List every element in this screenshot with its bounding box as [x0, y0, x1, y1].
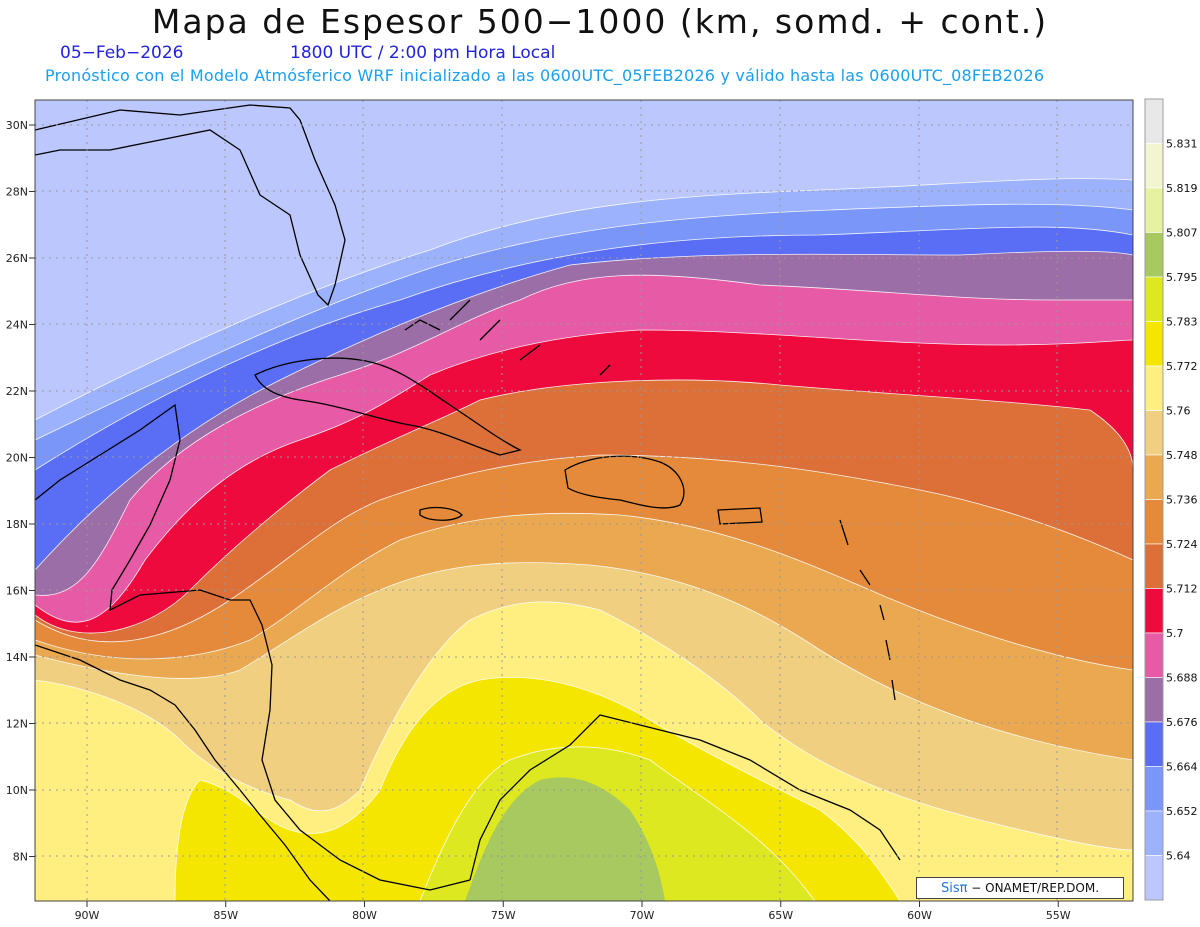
colorbar-label: 5.652 [1166, 805, 1198, 818]
graticule [35, 100, 1133, 901]
colorbar-swatch [1144, 499, 1164, 545]
colorbar-label: 5.712 [1166, 583, 1198, 596]
colorbar-label: 5.7 [1166, 627, 1184, 640]
colorbar-label: 5.676 [1166, 716, 1198, 729]
colorbar-label: 5.819 [1166, 182, 1198, 195]
coast-puerto-rico [717, 507, 763, 525]
forecast-time: 1800 UTC / 2:00 pm Hora Local [290, 43, 556, 63]
colorbar-swatch [1144, 810, 1164, 856]
lon-tick-label: 70W [630, 909, 655, 922]
map-frame [34, 99, 1134, 902]
thickness-contours [35, 178, 1133, 901]
colorbar-swatch [1144, 410, 1164, 456]
colorbar-swatch [1144, 855, 1164, 901]
lon-tick-label: 80W [352, 909, 377, 922]
colorbar-label: 5.783 [1166, 316, 1198, 329]
lat-tick-label: 28N [6, 186, 28, 199]
lat-tick-label: 18N [6, 518, 28, 531]
lon-tick-label: 65W [768, 909, 793, 922]
colorbar-swatch [1144, 98, 1164, 144]
forecast-date: 05−Feb−2026 [60, 43, 184, 63]
colorbar-label: 5.831 [1166, 138, 1198, 151]
lon-tick-label: 75W [491, 909, 516, 922]
coastlines [35, 104, 901, 901]
colorbar-swatch [1144, 276, 1164, 322]
colorbar-swatch [1144, 187, 1164, 233]
colorbar-swatch [1144, 232, 1164, 278]
lat-tick-label: 22N [6, 385, 28, 398]
lat-tick-label: 8N [13, 851, 28, 864]
lat-tick-label: 26N [6, 252, 28, 265]
lat-tick-label: 24N [6, 319, 28, 332]
colorbar-label: 5.64 [1166, 850, 1191, 863]
lon-tick-label: 85W [213, 909, 238, 922]
colorbar-label: 5.807 [1166, 227, 1198, 240]
colorbar-swatch [1144, 766, 1164, 812]
coast-central-america-pacific [35, 644, 331, 901]
thickness-field [35, 100, 1133, 901]
colorbar-frame [1144, 98, 1164, 901]
lat-tick-label: 20N [6, 452, 28, 465]
colorbar-label: 5.736 [1166, 494, 1198, 507]
coast-florida [35, 104, 346, 307]
longitude-axis: 90W 85W 80W 75W 70W 65W 60W 55W [75, 901, 1071, 922]
colorbar-swatch [1144, 454, 1164, 500]
lat-tick-label: 16N [6, 585, 28, 598]
colorbar-swatch [1144, 721, 1164, 767]
credit-box: Sisπ − ONAMET/REP.DOM. [916, 877, 1124, 899]
band-5.807 [465, 777, 665, 901]
coast-jamaica [419, 506, 463, 521]
colorbar-swatch [1144, 588, 1164, 634]
colorbar-label: 5.664 [1166, 761, 1198, 774]
colorbar-swatch [1144, 632, 1164, 678]
coast-lesser-antilles [839, 519, 896, 701]
coast-cuba [254, 357, 522, 456]
colorbar-label: 5.748 [1166, 449, 1198, 462]
coast-bahamas [404, 299, 611, 376]
colorbar-label: 5.795 [1166, 271, 1198, 284]
colorbar-swatch [1144, 365, 1164, 411]
coast-gulf-yucatan [35, 403, 471, 891]
coast-venezuela-colombia [469, 714, 901, 881]
colorbar-swatch [1144, 143, 1164, 189]
colorbar-label: 5.688 [1166, 672, 1198, 685]
colorbar-label: 5.772 [1166, 360, 1198, 373]
colorbar-label: 5.76 [1166, 405, 1191, 418]
coast-hispaniola [564, 455, 685, 509]
lat-tick-label: 30N [6, 119, 28, 132]
latitude-axis: 30N 28N 26N 24N 22N 20N 18N 16N 14N 12N 10N 8N [6, 119, 35, 864]
sispi-logo: Sisπ [940, 881, 968, 896]
credit-text: − ONAMET/REP.DOM. [971, 881, 1100, 895]
lat-tick-label: 12N [6, 718, 28, 731]
lat-tick-label: 14N [6, 651, 28, 664]
colorbar-swatch [1144, 543, 1164, 589]
colorbar: 5.831 5.819 5.807 5.795 5.783 5.772 5.76 5.748 5… [1144, 98, 1198, 901]
map-title: Mapa de Espesor 500−1000 (km, somd. + co… [151, 2, 1049, 41]
lat-tick-label: 10N [6, 784, 28, 797]
lon-tick-label: 60W [907, 909, 932, 922]
lon-tick-label: 90W [75, 909, 100, 922]
lon-tick-label: 55W [1046, 909, 1071, 922]
colorbar-swatch [1144, 321, 1164, 367]
colorbar-label: 5.724 [1166, 538, 1198, 551]
colorbar-swatch [1144, 677, 1164, 723]
forecast-subtitle: Pronóstico con el Modelo Atmósferico WRF… [45, 66, 1045, 85]
